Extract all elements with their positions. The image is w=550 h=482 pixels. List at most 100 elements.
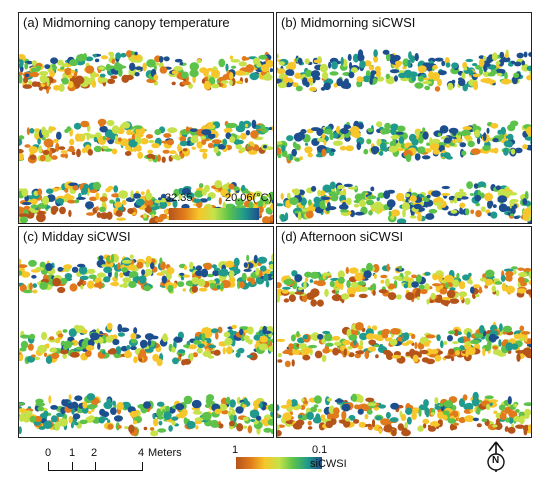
canopy-pixel (192, 352, 198, 358)
canopy-pixel (462, 274, 470, 281)
canopy-pixel (240, 147, 246, 153)
canopy-pixel (188, 344, 198, 350)
canopy-pixel (214, 408, 222, 415)
canopy-pixel (359, 339, 364, 347)
canopy-pixel (253, 191, 263, 197)
canopy-pixel (125, 197, 135, 203)
canopy-pixel (66, 126, 72, 132)
canopy-pixel (156, 408, 161, 415)
canopy-pixel (164, 208, 168, 216)
canopy-pixel (30, 198, 38, 205)
canopy-pixel (191, 399, 202, 409)
canopy-pixel (482, 55, 487, 62)
canopy-pixel (425, 213, 435, 220)
canopy-pixel (443, 152, 451, 159)
canopy-pixel (463, 67, 468, 71)
cwsi-legend-high-label: 1 (232, 444, 239, 456)
canopy-pixel (396, 218, 407, 223)
canopy-pixel (433, 202, 443, 206)
canopy-pixel (437, 419, 443, 425)
canopy-pixel (487, 201, 493, 209)
canopy-pixel (491, 52, 498, 62)
canopy-pixel (365, 70, 371, 77)
canopy-pixel (322, 275, 326, 280)
canopy-pixel (358, 293, 368, 299)
canopy-pixel (409, 133, 417, 142)
canopy-pixel (56, 131, 62, 140)
canopy-pixel (111, 58, 116, 64)
canopy-pixel (89, 189, 98, 194)
canopy-pixel (233, 186, 240, 192)
canopy-pixel (29, 128, 35, 134)
canopy-pixel (343, 348, 347, 357)
canopy-pixel (519, 325, 525, 332)
canopy-pixel (504, 71, 508, 80)
canopy-pixel (493, 410, 498, 414)
canopy-pixel (218, 197, 222, 205)
canopy-pixel (497, 195, 508, 203)
canopy-pixel (303, 400, 309, 405)
canopy-pixel (505, 285, 515, 294)
canopy-pixel (415, 274, 422, 283)
canopy-pixel (510, 343, 519, 350)
canopy-pixel (222, 138, 228, 147)
canopy-pixel (171, 420, 176, 426)
canopy-pixel (472, 63, 478, 67)
canopy-pixel (267, 418, 273, 426)
canopy-pixel (305, 277, 309, 282)
canopy-pixel (500, 274, 506, 282)
canopy-pixel (143, 401, 151, 409)
canopy-pixel (239, 120, 245, 128)
canopy-pixel (458, 281, 466, 290)
canopy-pixel (350, 281, 360, 288)
canopy-pixel (196, 141, 203, 149)
canopy-pixel (421, 357, 430, 363)
canopy-pixel (247, 425, 253, 434)
canopy-pixel (137, 151, 144, 159)
canopy-pixel (321, 196, 331, 200)
canopy-pixel (414, 53, 419, 62)
cwsi-legend-low-label: 0.1 (312, 444, 328, 456)
canopy-pixel (133, 125, 143, 130)
canopy-pixel (390, 215, 395, 220)
canopy-pixel (469, 193, 475, 196)
canopy-pixel (389, 417, 399, 423)
canopy-pixel (60, 66, 65, 70)
canopy-pixel (343, 124, 352, 129)
canopy-pixel (348, 71, 355, 79)
canopy-pixel (172, 199, 178, 209)
canopy-pixel (277, 147, 282, 156)
canopy-pixel (221, 184, 231, 190)
canopy-pixel (347, 346, 353, 350)
canopy-pixel (134, 51, 138, 56)
canopy-pixel (96, 272, 106, 278)
canopy-pixel (134, 72, 140, 77)
canopy-pixel (302, 334, 309, 340)
canopy-pixel (400, 143, 406, 150)
canopy-pixel (128, 139, 138, 148)
canopy-pixel (96, 212, 102, 218)
canopy-pixel (201, 411, 212, 421)
canopy-pixel (81, 406, 89, 414)
canopy-pixel (477, 181, 487, 188)
temperature-color-ramp (169, 208, 259, 220)
canopy-pixel (431, 138, 441, 144)
canopy-pixel (376, 197, 380, 201)
canopy-pixel (339, 145, 347, 151)
canopy-pixel (415, 130, 420, 135)
canopy-pixel (71, 151, 76, 156)
canopy-pixel (183, 417, 188, 425)
canopy-pixel (280, 193, 284, 200)
canopy-pixel (88, 415, 95, 421)
canopy-pixel (507, 396, 512, 405)
canopy-pixel (201, 129, 212, 136)
canopy-pixel (182, 187, 191, 195)
canopy-pixel (229, 420, 235, 427)
canopy-pixel (73, 122, 82, 130)
canopy-pixel (94, 282, 104, 288)
canopy-pixel (402, 66, 407, 70)
canopy-pixel (459, 209, 466, 215)
canopy-pixel (418, 136, 424, 144)
canopy-pixel (321, 354, 327, 362)
canopy-pixel (260, 195, 268, 203)
